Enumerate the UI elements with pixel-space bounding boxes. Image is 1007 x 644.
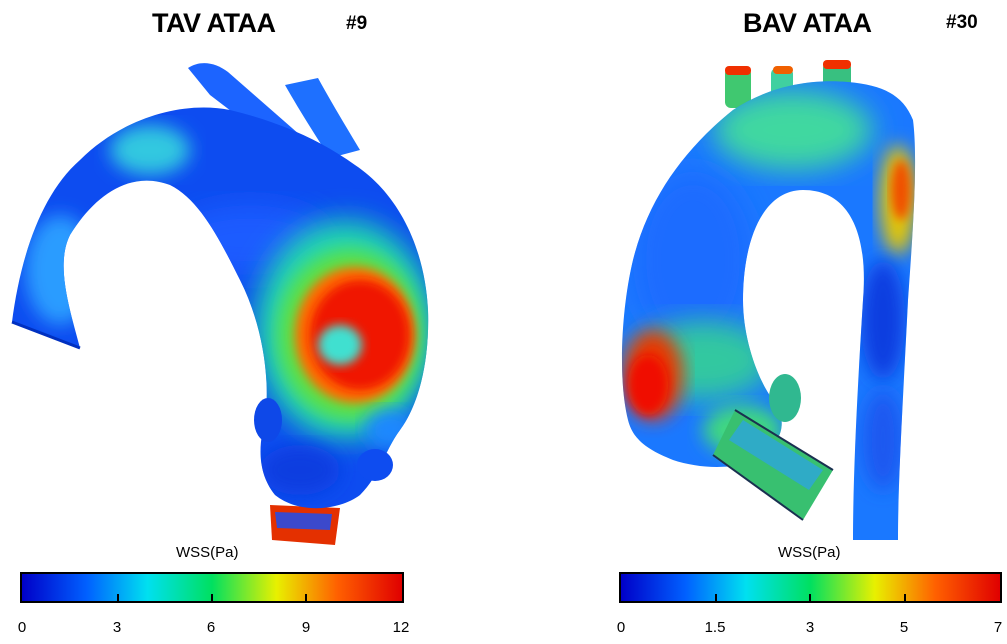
panel-bav: BAV ATAA #30 WSS(Pa): [503, 0, 1007, 644]
colorbar-tick: [305, 594, 307, 603]
colorbar-tick-label: 9: [301, 619, 311, 636]
panel-title: TAV ATAA: [152, 8, 276, 38]
aorta-wss-render: [621, 60, 916, 541]
wss-colorbar: [619, 572, 1002, 603]
panel-tav: TAV ATAA #9 WSS(Pa) 0 3: [0, 0, 503, 644]
panel-title: BAV ATAA: [743, 8, 872, 38]
colorbar-tick: [715, 594, 717, 603]
colorbar-label: WSS(Pa): [778, 544, 841, 561]
colorbar-tick-label: 3: [112, 619, 122, 636]
colorbar-tick-label: 0: [17, 619, 27, 636]
aorta-wss-render: [11, 63, 429, 545]
colorbar-tick-label: 0: [616, 619, 626, 636]
colorbar-tick-label: 1.5: [704, 619, 726, 636]
colorbar-tick-label: 3: [805, 619, 815, 636]
wss-colorbar: [20, 572, 404, 603]
colorbar-tick: [117, 594, 119, 603]
colorbar-tick-label: 5: [899, 619, 909, 636]
colorbar-tick: [211, 594, 213, 603]
colorbar-tick-label: 7: [993, 619, 1003, 636]
case-id: #30: [946, 12, 978, 33]
case-id: #9: [346, 13, 368, 34]
colorbar-label: WSS(Pa): [176, 544, 239, 561]
colorbar-tick: [904, 594, 906, 603]
colorbar-tick: [809, 594, 811, 603]
colorbar-tick-label: 12: [392, 619, 410, 636]
colorbar-tick-label: 6: [206, 619, 216, 636]
